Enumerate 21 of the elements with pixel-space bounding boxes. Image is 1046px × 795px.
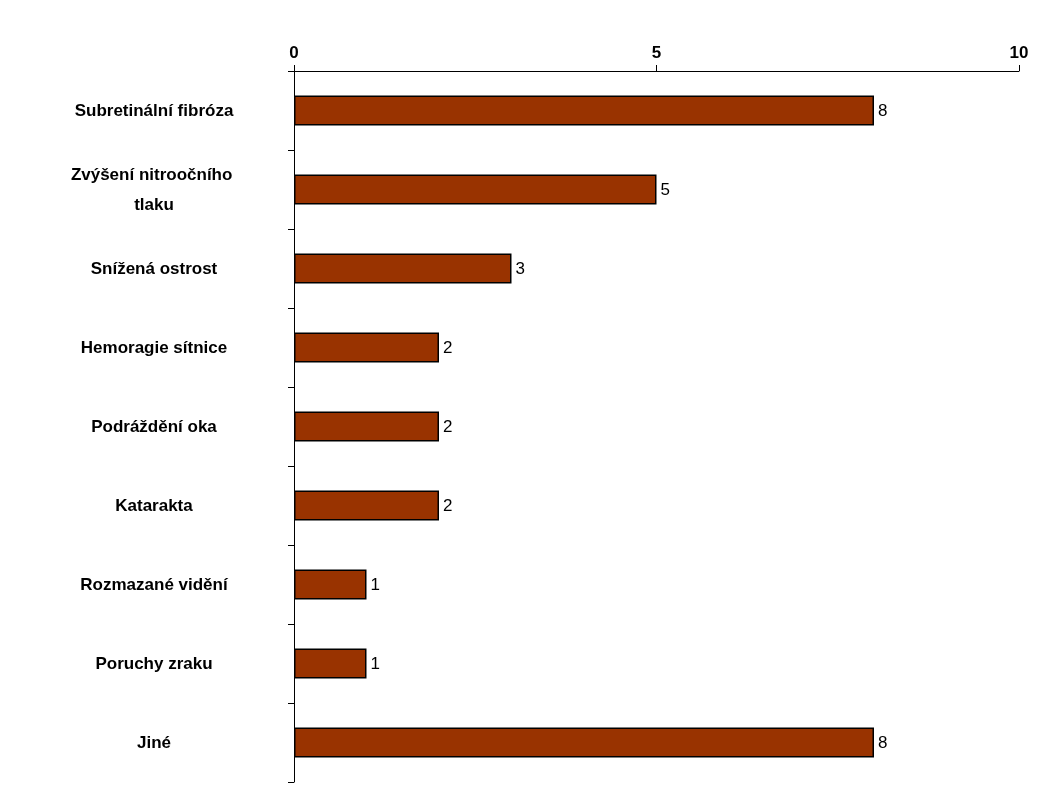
- data-label: 2: [443, 338, 453, 357]
- x-tick-label: 0: [289, 43, 299, 62]
- data-label: 3: [515, 259, 525, 278]
- y-tick-label: Snížená ostrost: [90, 259, 218, 278]
- data-label: 1: [370, 654, 380, 673]
- y-tick-label: Zvýšení nitroočního tlaku: [70, 165, 238, 214]
- y-tick-label: Jiné: [136, 733, 172, 752]
- y-tick-label: Katarakta: [115, 496, 194, 515]
- data-label: 5: [660, 180, 670, 199]
- x-tick-label: 10: [1009, 43, 1029, 62]
- y-tick-label: Poruchy zraku: [95, 654, 213, 673]
- data-label: 2: [443, 496, 453, 515]
- y-tick-label: Hemoragie sítnice: [80, 338, 228, 357]
- data-label: 1: [370, 575, 380, 594]
- y-tick-label: Subretinální fibróza: [74, 101, 234, 120]
- x-tick-label: 5: [651, 43, 662, 62]
- data-label: 8: [878, 101, 888, 120]
- y-tick-label: Podráždění oka: [91, 417, 218, 436]
- y-tick-label: Rozmazané vidění: [80, 575, 229, 594]
- data-label: 2: [443, 417, 453, 436]
- data-label: 8: [878, 733, 888, 752]
